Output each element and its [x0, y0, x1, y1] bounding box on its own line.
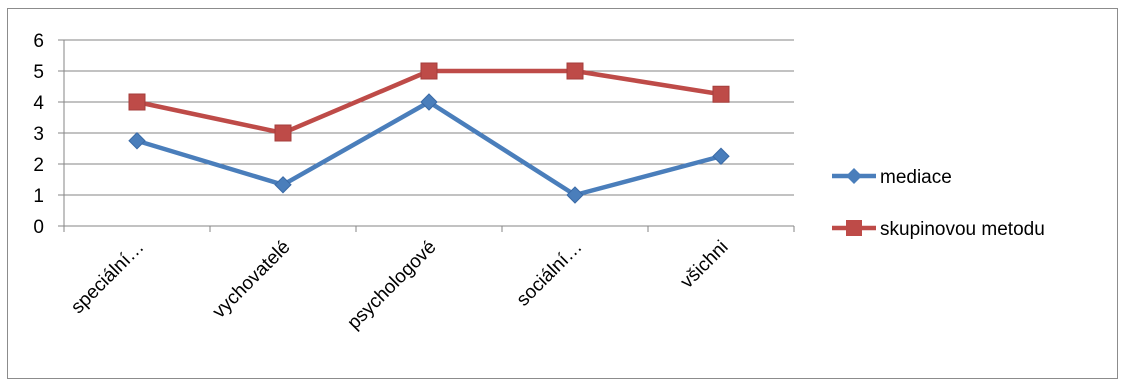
y-tick-label: 4 [33, 93, 44, 114]
data-point [712, 85, 730, 103]
data-point [128, 132, 146, 150]
y-tick-labels: 0 1 2 3 4 5 6 [33, 31, 44, 238]
series-line [136, 99, 722, 198]
y-tick-label: 5 [33, 62, 44, 83]
legend-label: mediace [880, 167, 952, 188]
y-tick-label: 2 [33, 155, 44, 176]
data-point [420, 93, 438, 111]
x-tick-labels: speciální… vychovatelé psychologové sociáln… [67, 237, 732, 334]
series-layer [128, 62, 730, 204]
x-tick-label: psychologové [344, 237, 441, 334]
y-tick-label: 3 [33, 124, 44, 145]
data-point [566, 62, 584, 80]
legend-marker [846, 168, 862, 184]
legend-item: skupinovou metodu [832, 219, 1045, 240]
legend-label: skupinovou metodu [880, 219, 1045, 240]
x-tick-label: vychovatelé [209, 237, 295, 323]
y-tick-label: 1 [33, 186, 44, 207]
legend-marker [846, 220, 862, 236]
data-point [712, 147, 730, 165]
legend-item: mediace [832, 167, 952, 188]
data-point [420, 62, 438, 80]
axes [58, 39, 795, 232]
y-tick-label: 6 [33, 31, 44, 52]
x-tick-label: sociální… [513, 237, 587, 311]
series-skupinovou-metodu [128, 62, 730, 142]
x-tick-label: všichni [677, 237, 733, 293]
data-point [566, 186, 584, 204]
series-mediace [128, 93, 730, 204]
legend: mediace skupinovou metodu [832, 167, 1045, 240]
x-tick-label: speciální… [67, 237, 148, 318]
data-point [128, 93, 146, 111]
data-point [274, 124, 292, 142]
y-tick-label: 0 [33, 217, 44, 238]
data-point [274, 176, 292, 194]
